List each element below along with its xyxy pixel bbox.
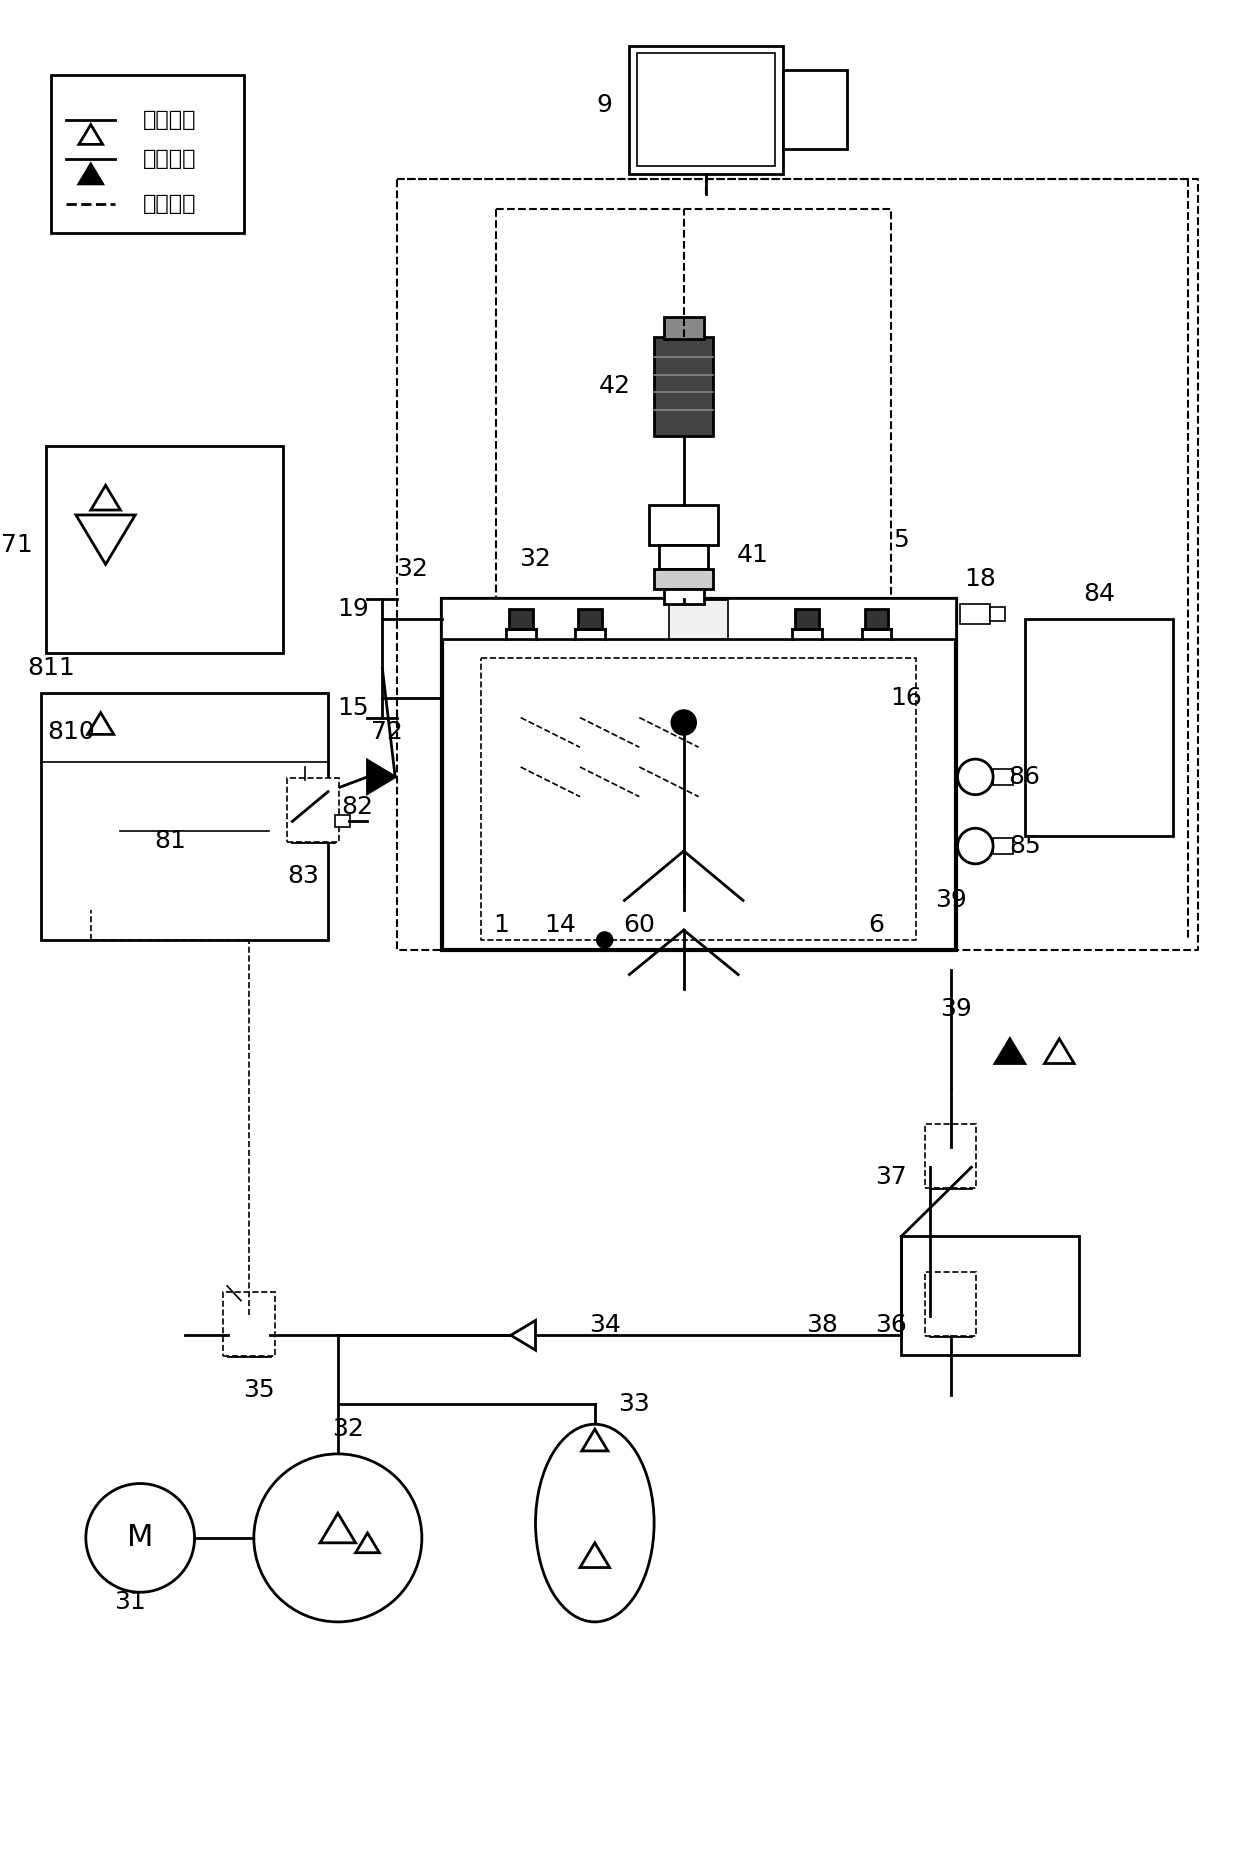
Text: 72: 72 [371, 721, 403, 745]
Text: 39: 39 [935, 889, 966, 912]
Polygon shape [91, 485, 120, 509]
Bar [993, 839, 1013, 854]
Bar [650, 505, 718, 545]
Bar [335, 816, 350, 827]
Bar [223, 1292, 274, 1355]
Polygon shape [79, 125, 103, 144]
Polygon shape [511, 1320, 536, 1350]
Bar [930, 1295, 971, 1337]
Polygon shape [582, 1428, 608, 1451]
Bar [991, 607, 1004, 622]
Bar [578, 608, 601, 629]
Text: 42: 42 [599, 374, 631, 399]
Text: 液体线路: 液体线路 [143, 150, 197, 168]
Text: 31: 31 [114, 1589, 146, 1614]
Circle shape [254, 1455, 422, 1621]
Circle shape [957, 827, 993, 863]
Polygon shape [76, 515, 135, 563]
Text: 86: 86 [1008, 766, 1040, 788]
Text: 16: 16 [890, 685, 923, 709]
Text: 36: 36 [875, 1314, 908, 1337]
Text: 811: 811 [27, 657, 76, 680]
Text: 81: 81 [154, 829, 186, 854]
Polygon shape [580, 1543, 610, 1567]
Bar [441, 599, 668, 638]
Bar [930, 1146, 971, 1189]
Bar [630, 45, 782, 174]
Bar [925, 1271, 976, 1337]
Polygon shape [88, 713, 114, 734]
Bar [663, 318, 703, 339]
Text: 19: 19 [337, 597, 368, 622]
Text: 71: 71 [1, 534, 32, 556]
Polygon shape [1044, 1039, 1074, 1063]
Text: 38: 38 [806, 1314, 838, 1337]
Bar [925, 1123, 976, 1189]
Text: 1: 1 [494, 914, 508, 938]
Text: 60: 60 [624, 914, 655, 938]
Text: 气体线路: 气体线路 [143, 110, 197, 129]
Bar [655, 569, 713, 590]
Circle shape [672, 711, 696, 734]
Bar [228, 1314, 269, 1355]
Bar [51, 75, 244, 234]
Bar [901, 1236, 1079, 1355]
Polygon shape [356, 1533, 379, 1552]
Bar [961, 771, 973, 782]
Text: 18: 18 [965, 567, 996, 592]
Polygon shape [367, 760, 396, 794]
Text: 35: 35 [243, 1378, 274, 1402]
Bar [993, 769, 1013, 784]
Text: 83: 83 [288, 863, 319, 887]
Text: 32: 32 [332, 1417, 363, 1441]
Circle shape [596, 932, 613, 947]
Bar [1024, 620, 1173, 837]
Polygon shape [994, 1039, 1024, 1063]
Text: 32: 32 [396, 558, 428, 582]
Text: 34: 34 [589, 1314, 621, 1337]
Text: 39: 39 [940, 998, 971, 1020]
Text: 信号线路: 信号线路 [143, 193, 197, 213]
Text: 41: 41 [737, 543, 769, 567]
Bar [864, 608, 888, 629]
Text: 5: 5 [893, 528, 909, 552]
Bar [795, 608, 820, 629]
Bar [288, 777, 339, 842]
Bar [637, 54, 775, 167]
Polygon shape [79, 165, 103, 183]
Bar [658, 545, 708, 569]
Bar [41, 693, 327, 940]
Text: M: M [126, 1524, 154, 1552]
Bar [663, 590, 703, 605]
Bar [46, 446, 284, 653]
Text: 84: 84 [1083, 582, 1115, 607]
Bar [782, 71, 847, 150]
Text: 810: 810 [47, 721, 95, 745]
Circle shape [957, 758, 993, 796]
Bar [961, 605, 991, 623]
Text: 15: 15 [337, 696, 368, 719]
Bar [655, 337, 713, 436]
Bar [441, 599, 956, 949]
Text: 6: 6 [868, 914, 884, 938]
Bar [293, 801, 334, 842]
Bar [728, 599, 956, 638]
Text: 85: 85 [1009, 835, 1040, 857]
Text: 9: 9 [596, 94, 613, 116]
Bar [441, 599, 956, 638]
Bar [508, 608, 532, 629]
Text: 82: 82 [341, 794, 373, 818]
Text: 32: 32 [520, 547, 552, 571]
Circle shape [86, 1483, 195, 1593]
Polygon shape [320, 1513, 356, 1543]
Text: 14: 14 [544, 914, 577, 938]
Ellipse shape [536, 1425, 655, 1621]
Text: 33: 33 [619, 1393, 650, 1417]
Text: 37: 37 [875, 1164, 908, 1189]
